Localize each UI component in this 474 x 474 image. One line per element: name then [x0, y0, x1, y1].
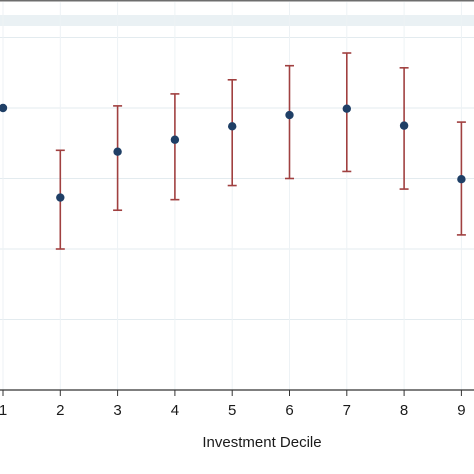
x-axis-ticks: 1 2 3 4 5 6 7 8 9 — [0, 390, 466, 419]
gridlines — [0, 37, 474, 320]
data-point — [56, 193, 65, 202]
top-border-line — [0, 0, 474, 2]
x-tick-label: 5 — [228, 402, 236, 419]
data-point — [228, 122, 237, 131]
x-tick-label: 3 — [113, 402, 121, 419]
x-tick-label: 1 — [0, 402, 7, 419]
data-point — [113, 147, 122, 156]
x-tick-label: 8 — [400, 402, 408, 419]
x-tick-label: 4 — [171, 402, 179, 419]
x-tick-label: 6 — [285, 402, 293, 419]
plot-area: 1 2 3 4 5 6 7 8 9 — [0, 2, 474, 419]
data-point — [285, 110, 294, 120]
x-axis-title: Investment Decile — [202, 434, 321, 451]
header-strip — [0, 15, 474, 26]
error-bar — [227, 79, 237, 187]
data-point — [0, 103, 8, 113]
x-tick-label: 7 — [343, 402, 351, 419]
x-tick-label: 9 — [457, 402, 465, 419]
error-bar — [170, 93, 180, 201]
data-point — [170, 135, 180, 144]
data-points — [0, 103, 466, 202]
error-bar — [285, 64, 294, 180]
x-tick-label: 2 — [56, 402, 64, 419]
vertical-gridlines — [2, 2, 462, 390]
data-point — [342, 104, 351, 113]
error-bar — [113, 105, 123, 212]
data-point — [457, 175, 466, 184]
data-point — [399, 121, 409, 130]
